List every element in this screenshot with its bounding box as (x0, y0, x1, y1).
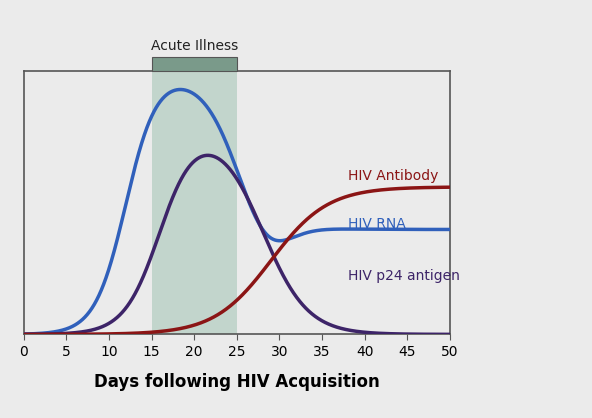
Text: HIV RNA: HIV RNA (348, 217, 406, 231)
Text: HIV p24 antigen: HIV p24 antigen (348, 270, 459, 283)
Bar (152, 56, 237, 71)
Text: Acute Illness: Acute Illness (150, 39, 238, 53)
Bar (152, 71, 237, 334)
X-axis label: Days following HIV Acquisition: Days following HIV Acquisition (94, 373, 379, 391)
Text: HIV Antibody: HIV Antibody (348, 169, 438, 184)
